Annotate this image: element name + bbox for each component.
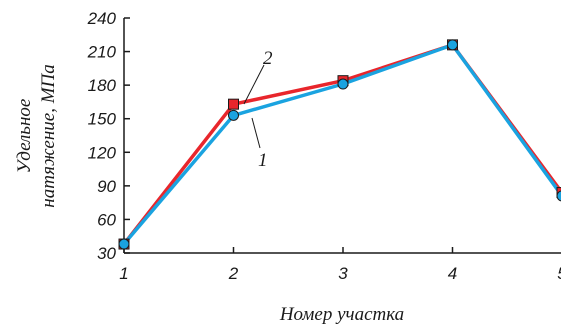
series-1-point xyxy=(337,78,349,90)
series-1-point xyxy=(118,238,130,250)
y-axis-ticks: 30 60 90 120 150 180 210 240 xyxy=(87,9,130,263)
series-1-leader-line xyxy=(251,117,261,149)
y-axis-title-line-2: натяжение, МПа xyxy=(38,64,59,207)
series-1-label: 1 xyxy=(258,150,268,171)
series-1-line xyxy=(122,43,561,246)
y-tick-label: 150 xyxy=(88,110,117,129)
x-tick-label: 5 xyxy=(557,264,561,283)
series-callouts: 2 1 xyxy=(243,48,273,171)
y-tick-label: 210 xyxy=(87,43,117,62)
y-tick-label: 120 xyxy=(88,143,117,162)
x-axis-title: Номер участка xyxy=(279,304,404,325)
series-2-label: 2 xyxy=(263,48,273,69)
y-tick-label: 60 xyxy=(97,210,116,229)
y-tick-label: 240 xyxy=(87,9,117,28)
series-markers xyxy=(118,39,561,250)
series-2-point xyxy=(228,98,239,110)
series-lines xyxy=(122,43,561,246)
y-tick-label: 90 xyxy=(97,177,116,196)
plot-frame xyxy=(123,18,561,254)
y-tick-label: 30 xyxy=(97,244,116,263)
series-2-line xyxy=(122,43,561,246)
x-tick-label: 4 xyxy=(448,264,457,283)
x-tick-label: 3 xyxy=(338,264,348,283)
x-tick-label: 2 xyxy=(228,264,239,283)
y-tick-label: 180 xyxy=(88,76,117,95)
series-1-point xyxy=(447,39,458,51)
x-tick-label: 1 xyxy=(119,264,128,283)
y-axis-title-line-1: Удельное xyxy=(14,99,35,174)
series-1-point xyxy=(556,190,561,202)
series-2-leader-line xyxy=(243,64,265,105)
series-1-point xyxy=(228,109,239,121)
